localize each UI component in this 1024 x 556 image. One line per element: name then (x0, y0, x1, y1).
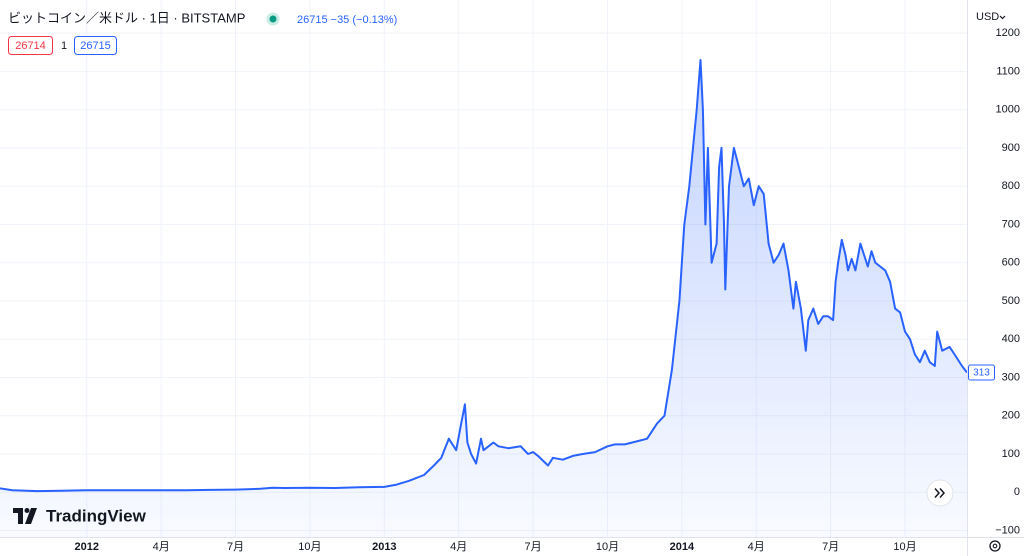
y-tick-label: 400 (1002, 333, 1020, 345)
bid: 26714 (15, 40, 46, 52)
last-price-label: 313 (973, 368, 990, 379)
logo-icon (13, 508, 23, 524)
settings-icon (992, 543, 998, 549)
x-tick-label: 7月 (227, 541, 244, 553)
axes: −100 0 100 200 300 400 500 600 700 800 900 1000 1100… (75, 27, 1020, 553)
y-tick-label: 1000 (996, 104, 1020, 116)
y-tick-label: −100 (995, 524, 1020, 536)
chart-title: ビットコイン／米ドル · 1日 · BITSTAMP (8, 10, 245, 25)
logo-icon-dot (24, 508, 30, 513)
price-line (0, 59, 967, 493)
x-tick-label: 4月 (748, 541, 765, 553)
y-tick-label: 700 (1002, 218, 1020, 230)
x-tick-label: 2012 (75, 541, 99, 553)
brand: TradingView (46, 506, 147, 525)
settings-button[interactable] (989, 540, 1001, 552)
y-tick-label: 100 (1002, 448, 1020, 460)
y-tick-label: 200 (1002, 410, 1020, 422)
x-tick-label: 10月 (893, 541, 916, 553)
x-tick-label: 7月 (525, 541, 542, 553)
last-price-box (968, 364, 995, 381)
change-text: 26715 −35 (−0.13%) (297, 14, 397, 26)
logo-icon (25, 508, 37, 524)
x-tick-label: 2014 (670, 541, 695, 553)
y-tick-label: 300 (1002, 371, 1020, 383)
x-tick-label: 10月 (596, 541, 619, 553)
currency-caret (999, 15, 1006, 20)
x-tick-label: 4月 (450, 541, 467, 553)
spread: 1 (61, 40, 67, 52)
y-tick-label: 900 (1002, 142, 1020, 154)
y-tick-label: 0 (1014, 486, 1020, 498)
x-tick-label: 10月 (298, 541, 321, 553)
market-status[interactable] (266, 12, 280, 26)
ask-box[interactable] (74, 36, 117, 55)
area-fill (0, 60, 967, 537)
logo: TradingView (13, 506, 147, 525)
y-tick-label: 1100 (996, 65, 1020, 77)
x-tick-label: 2013 (372, 541, 396, 553)
y-tick-label: 600 (1002, 257, 1020, 269)
y-tick-label: 800 (1002, 180, 1020, 192)
currency[interactable]: USD (976, 11, 999, 23)
ask: 26715 (80, 40, 111, 52)
bid-box[interactable] (8, 36, 53, 55)
y-tick-label: 1200 (996, 27, 1020, 39)
plot (0, 59, 967, 537)
y-tick-label: 500 (1002, 295, 1020, 307)
x-tick-label: 4月 (153, 541, 170, 553)
x-tick-label: 7月 (822, 541, 839, 553)
scroll-icon (934, 488, 946, 498)
